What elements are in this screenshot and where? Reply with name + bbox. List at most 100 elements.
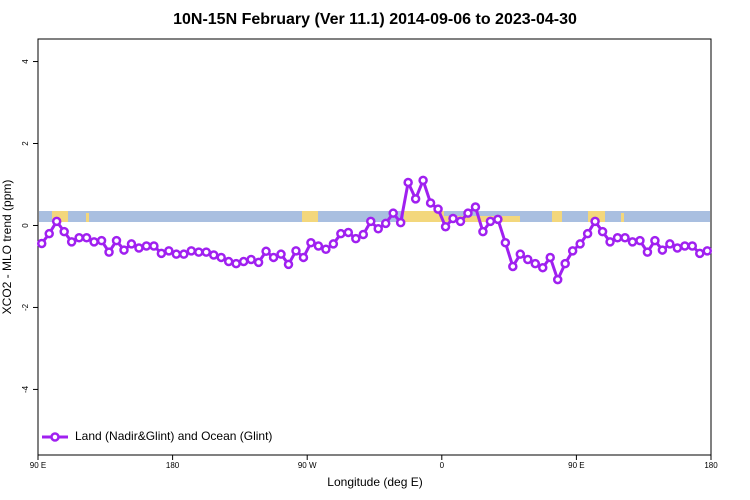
land-patch <box>404 211 444 222</box>
data-point <box>687 241 698 251</box>
data-point <box>164 246 174 256</box>
data-point <box>194 247 204 257</box>
data-point <box>590 216 600 227</box>
data-point <box>403 177 413 188</box>
data-point <box>702 246 713 256</box>
data-point <box>695 248 705 259</box>
land-patch <box>302 211 318 222</box>
data-point <box>560 258 570 269</box>
data-point <box>485 216 496 227</box>
data-point <box>156 248 167 259</box>
data-point <box>530 258 541 269</box>
data-point <box>306 237 316 248</box>
data-point <box>545 252 555 263</box>
data-point <box>223 256 234 267</box>
data-point <box>44 228 54 239</box>
data-point <box>321 244 331 255</box>
y-tick-label: 0 <box>21 223 30 228</box>
data-point <box>552 274 563 285</box>
data-point <box>186 246 197 256</box>
data-point <box>575 239 585 249</box>
data-point <box>111 235 122 246</box>
data-point <box>523 254 533 265</box>
legend-label: Land (Nadir&Glint) and Ocean (Glint) <box>75 429 272 443</box>
data-point <box>216 252 226 263</box>
data-point <box>283 259 294 270</box>
data-point <box>567 246 578 256</box>
data-point <box>627 237 638 247</box>
land-ocean-strip <box>39 211 710 222</box>
data-point <box>680 241 690 251</box>
data-point <box>171 249 182 259</box>
data-point <box>470 202 481 212</box>
data-point <box>478 226 488 237</box>
data-point <box>141 241 152 251</box>
y-tick-label: 2 <box>21 141 30 146</box>
data-point <box>597 226 608 237</box>
data-point <box>410 194 421 204</box>
x-tick-label: 90 E <box>30 461 46 470</box>
land-patch <box>588 211 605 222</box>
chart-title: 10N-15N February (Ver 11.1) 2014-09-06 t… <box>173 11 577 28</box>
data-point <box>119 245 129 255</box>
data-point <box>448 213 458 224</box>
data-point <box>74 233 84 243</box>
data-point <box>253 257 264 268</box>
x-tick-label: 180 <box>704 461 718 470</box>
data-point <box>89 237 99 247</box>
data-point <box>635 235 645 246</box>
data-point <box>515 249 526 259</box>
legend-marker <box>50 432 60 442</box>
data-point <box>538 262 548 273</box>
plot-frame <box>37 38 712 456</box>
data-point <box>276 249 286 259</box>
data-point <box>313 241 324 251</box>
data-point <box>268 252 279 263</box>
data-point <box>440 221 451 232</box>
data-point <box>238 256 249 267</box>
data-point <box>51 216 62 227</box>
y-tick-label: -4 <box>21 385 30 393</box>
data-point <box>149 241 159 251</box>
data-point <box>358 229 369 240</box>
data-point <box>179 249 189 259</box>
data-point <box>351 233 361 244</box>
data-point <box>366 216 376 227</box>
data-point <box>36 238 47 249</box>
data-point <box>328 239 339 249</box>
x-tick-label: 180 <box>166 461 180 470</box>
data-point <box>81 233 92 243</box>
data-point <box>201 247 211 257</box>
data-point <box>665 239 675 249</box>
data-point <box>642 247 653 257</box>
y-tick-label: 4 <box>21 59 30 64</box>
data-point <box>343 227 354 238</box>
data-point <box>208 250 219 260</box>
data-point <box>463 208 473 218</box>
data-point <box>373 224 383 234</box>
data-point <box>605 237 615 247</box>
data-point <box>388 208 398 218</box>
data-point <box>291 246 301 256</box>
data-point <box>433 204 443 214</box>
x-tick-label: 90 E <box>568 461 584 470</box>
data-point <box>612 233 623 243</box>
data-point <box>672 243 683 253</box>
land-patch <box>86 213 89 222</box>
data-point <box>500 237 511 248</box>
data-point <box>66 237 77 247</box>
data-point <box>134 243 144 253</box>
data-point <box>493 214 503 225</box>
ocean-strip <box>39 211 710 222</box>
data-point <box>104 247 114 257</box>
land-patch <box>52 211 68 222</box>
data-point <box>455 216 466 227</box>
x-tick-label: 90 W <box>298 461 317 470</box>
data-point <box>418 175 428 186</box>
data-point <box>395 217 406 228</box>
data-point <box>650 235 660 246</box>
data-point <box>246 254 256 265</box>
data-point <box>261 246 271 257</box>
data-point <box>620 233 630 243</box>
